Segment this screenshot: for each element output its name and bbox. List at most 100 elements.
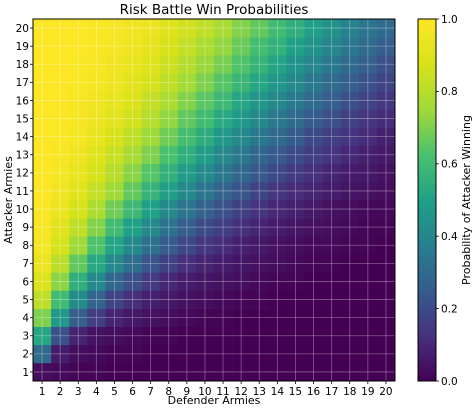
chart-title: Risk Battle Win Probabilities bbox=[120, 2, 309, 18]
heatmap-cell bbox=[250, 236, 269, 255]
heatmap-cell bbox=[304, 163, 323, 183]
heatmap-cell bbox=[177, 290, 197, 309]
heatmap-cell bbox=[376, 362, 396, 382]
heatmap-cell bbox=[214, 326, 233, 346]
heatmap-cell bbox=[322, 236, 341, 255]
y-axis-label: Attacker Armies bbox=[2, 156, 15, 244]
heatmap-cell bbox=[322, 344, 341, 364]
heatmap-cell bbox=[33, 145, 52, 165]
heatmap-cell bbox=[304, 37, 323, 56]
heatmap-cell bbox=[87, 73, 106, 92]
heatmap-cell bbox=[177, 55, 197, 74]
heatmap-cell bbox=[322, 163, 341, 183]
heatmap-cell bbox=[268, 344, 287, 364]
heatmap-cell bbox=[177, 326, 197, 346]
heatmap-cell bbox=[358, 200, 378, 219]
heatmap-cell bbox=[250, 362, 269, 382]
heatmap-cell bbox=[123, 326, 142, 346]
heatmap-cell bbox=[340, 362, 360, 382]
heatmap-cell bbox=[195, 37, 215, 56]
heatmap-cell bbox=[51, 181, 70, 201]
heatmap-cell bbox=[214, 290, 233, 309]
heatmap-cell bbox=[232, 200, 251, 219]
heatmap-cell bbox=[105, 344, 124, 364]
heatmap-cell bbox=[69, 326, 88, 346]
heatmap-cell bbox=[141, 236, 160, 255]
heatmap-cell bbox=[250, 127, 269, 146]
heatmap-cell bbox=[250, 37, 269, 56]
heatmap-cell bbox=[105, 163, 124, 183]
heatmap-cell bbox=[87, 218, 106, 237]
heatmap-cell bbox=[340, 218, 360, 237]
heatmap-cell bbox=[51, 290, 70, 309]
heatmap-cell bbox=[87, 326, 106, 346]
x-tick-label: 4 bbox=[93, 386, 100, 398]
heatmap-cell bbox=[51, 91, 70, 110]
heatmap-cell bbox=[340, 326, 360, 346]
heatmap-cell bbox=[268, 163, 287, 183]
heatmap-cell bbox=[33, 326, 52, 346]
heatmap-cell bbox=[69, 163, 88, 183]
x-tick-label: 7 bbox=[147, 386, 154, 398]
heatmap-cell bbox=[232, 236, 251, 255]
heatmap-cell bbox=[159, 236, 179, 255]
colorbar-tick-label: 0.6 bbox=[441, 159, 458, 171]
heatmap-cell bbox=[250, 200, 269, 219]
heatmap-cell bbox=[159, 326, 179, 346]
heatmap-cell bbox=[123, 145, 142, 165]
heatmap-cell bbox=[177, 272, 197, 291]
heatmap-cell bbox=[286, 19, 305, 38]
heatmap-cell bbox=[141, 109, 160, 128]
x-tick-label: 6 bbox=[129, 386, 136, 398]
heatmap-cell bbox=[69, 19, 88, 38]
heatmap-cell bbox=[105, 37, 124, 56]
heatmap-cell bbox=[141, 181, 160, 201]
heatmap-cell bbox=[87, 272, 106, 291]
heatmap-cell bbox=[69, 200, 88, 219]
x-tick-label: 15 bbox=[289, 386, 302, 398]
heatmap-cell bbox=[286, 344, 305, 364]
x-tick-label: 13 bbox=[253, 386, 266, 398]
heatmap-cell bbox=[177, 19, 197, 38]
heatmap-cell bbox=[177, 127, 197, 146]
heatmap-cell bbox=[304, 55, 323, 74]
x-tick-label: 12 bbox=[234, 386, 247, 398]
heatmap-cell bbox=[232, 127, 251, 146]
heatmap-cell bbox=[177, 163, 197, 183]
heatmap-cell bbox=[358, 91, 378, 110]
heatmap-cell bbox=[304, 326, 323, 346]
heatmap-cell bbox=[250, 254, 269, 273]
y-tick-label: 11 bbox=[16, 186, 29, 198]
heatmap-cell bbox=[340, 344, 360, 364]
colorbar-tick-label: 0.8 bbox=[441, 86, 458, 98]
heatmap-cell bbox=[304, 200, 323, 219]
heatmap-cell bbox=[87, 163, 106, 183]
heatmap-cell bbox=[141, 308, 160, 327]
y-tick-label: 3 bbox=[22, 331, 29, 343]
heatmap-cell bbox=[195, 127, 215, 146]
heatmap-cell bbox=[286, 326, 305, 346]
heatmap-cell bbox=[195, 145, 215, 165]
heatmap-cell bbox=[105, 73, 124, 92]
heatmap-cell bbox=[33, 254, 52, 273]
colorbar-tick-label: 1.0 bbox=[441, 14, 458, 26]
heatmap-cell bbox=[69, 218, 88, 237]
heatmap-cell bbox=[51, 37, 70, 56]
heatmap-cell bbox=[141, 91, 160, 110]
heatmap-cell bbox=[159, 254, 179, 273]
heatmap-cell bbox=[195, 181, 215, 201]
heatmap-cell bbox=[159, 290, 179, 309]
heatmap-cell bbox=[159, 362, 179, 382]
y-tick-label: 8 bbox=[22, 240, 29, 252]
heatmap-cell bbox=[177, 344, 197, 364]
heatmap-cell bbox=[195, 236, 215, 255]
heatmap-cell bbox=[33, 91, 52, 110]
heatmap-cell bbox=[250, 163, 269, 183]
heatmap-cell bbox=[177, 181, 197, 201]
heatmap-cell bbox=[214, 181, 233, 201]
heatmap-cell bbox=[69, 272, 88, 291]
heatmap-cell bbox=[214, 254, 233, 273]
y-tick-label: 6 bbox=[22, 276, 29, 288]
x-axis-label: Defender Armies bbox=[168, 394, 261, 407]
x-tick-label: 3 bbox=[75, 386, 82, 398]
